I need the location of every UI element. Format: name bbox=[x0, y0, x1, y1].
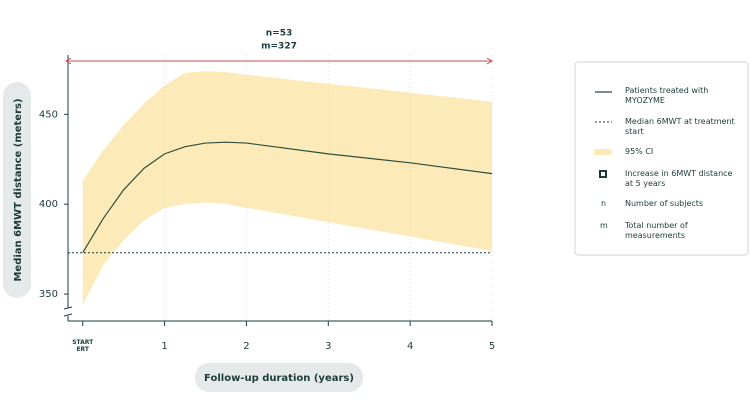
y-label-pill bbox=[3, 82, 31, 298]
arrow-heads bbox=[65, 57, 493, 65]
y-tick-label: 450 bbox=[39, 109, 58, 120]
legend-label: 95% CI bbox=[625, 147, 654, 156]
series-line bbox=[82, 141, 493, 254]
legend-label: Total number of measurements bbox=[625, 221, 688, 240]
legend-ci-icon bbox=[594, 149, 612, 155]
annotation: m=327 bbox=[261, 42, 297, 52]
axis-break bbox=[63, 306, 73, 317]
y-tick-label: 350 bbox=[39, 289, 58, 300]
x-tick-label: 2 bbox=[243, 341, 249, 352]
plot-area: 1 2 3 4 5 350 400 450 bbox=[39, 55, 495, 352]
x-tick-label: 3 bbox=[325, 341, 331, 352]
legend-label: Median 6MWT at treatment start bbox=[625, 117, 735, 136]
legend-label: Increase in 6MWT distance at 5 years bbox=[625, 169, 733, 188]
y-axis-label: Median 6MWT distance (meters) bbox=[13, 98, 24, 281]
x-tick-label: 5 bbox=[489, 341, 495, 352]
ci-band bbox=[82, 71, 493, 305]
annotation: n=53 bbox=[266, 29, 292, 39]
legend-label: Number of subjects bbox=[625, 199, 704, 208]
legend-symbol: m bbox=[600, 221, 608, 230]
x-tick-label: 1 bbox=[161, 341, 167, 352]
x-axis-label: Follow-up duration (years) bbox=[204, 373, 354, 384]
x-label-pill bbox=[195, 363, 363, 392]
legend-label: Patients treated with MYOZYME bbox=[625, 86, 709, 105]
x-tick-label: START ERT bbox=[72, 339, 94, 353]
legend-square-icon bbox=[599, 170, 607, 178]
legend-symbol: n bbox=[601, 199, 607, 208]
x-tick-label: 4 bbox=[407, 341, 413, 352]
legend-box bbox=[574, 61, 749, 256]
y-tick-label: 400 bbox=[39, 199, 58, 210]
